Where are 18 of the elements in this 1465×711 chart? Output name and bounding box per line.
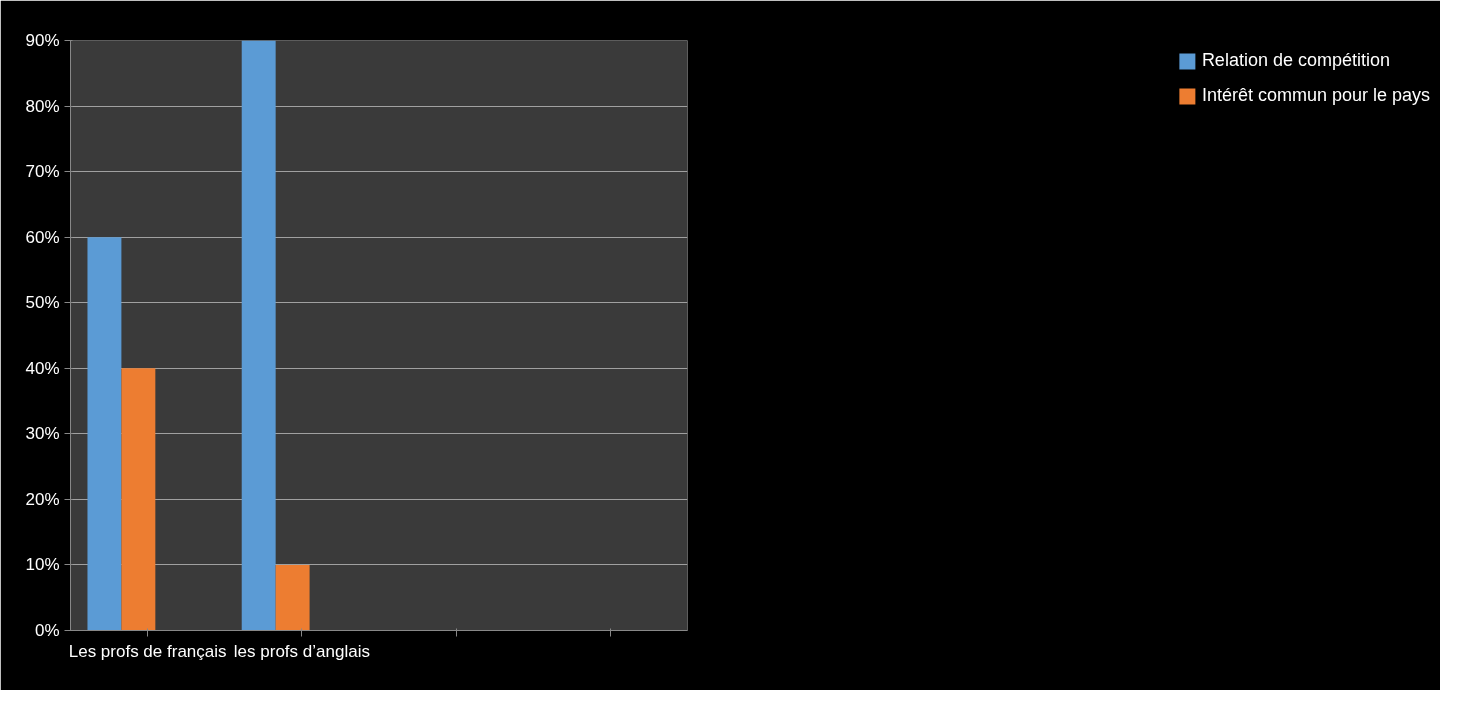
bar bbox=[87, 237, 122, 631]
y-tick-label: 40% bbox=[25, 358, 60, 378]
y-tick-label: 60% bbox=[25, 227, 60, 247]
y-tick-label: 0% bbox=[34, 621, 60, 640]
bar bbox=[241, 40, 276, 631]
x-tick-label: les profs d’anglais bbox=[233, 641, 370, 661]
y-tick-label: 10% bbox=[25, 555, 60, 575]
y-tick-label: 20% bbox=[25, 489, 60, 509]
y-tick-label: 70% bbox=[25, 162, 60, 182]
bar bbox=[121, 368, 156, 631]
bar bbox=[275, 564, 310, 631]
legend-label: Relation de compétition bbox=[1201, 50, 1390, 71]
y-tick-label: 90% bbox=[25, 31, 60, 50]
y-tick-label: 50% bbox=[25, 293, 60, 313]
legend-label: Intérêt commun pour le pays bbox=[1201, 85, 1430, 106]
y-tick-label: 30% bbox=[25, 424, 60, 444]
x-tick-label: Les profs de français bbox=[68, 641, 227, 661]
y-tick-label: 80% bbox=[25, 96, 60, 116]
